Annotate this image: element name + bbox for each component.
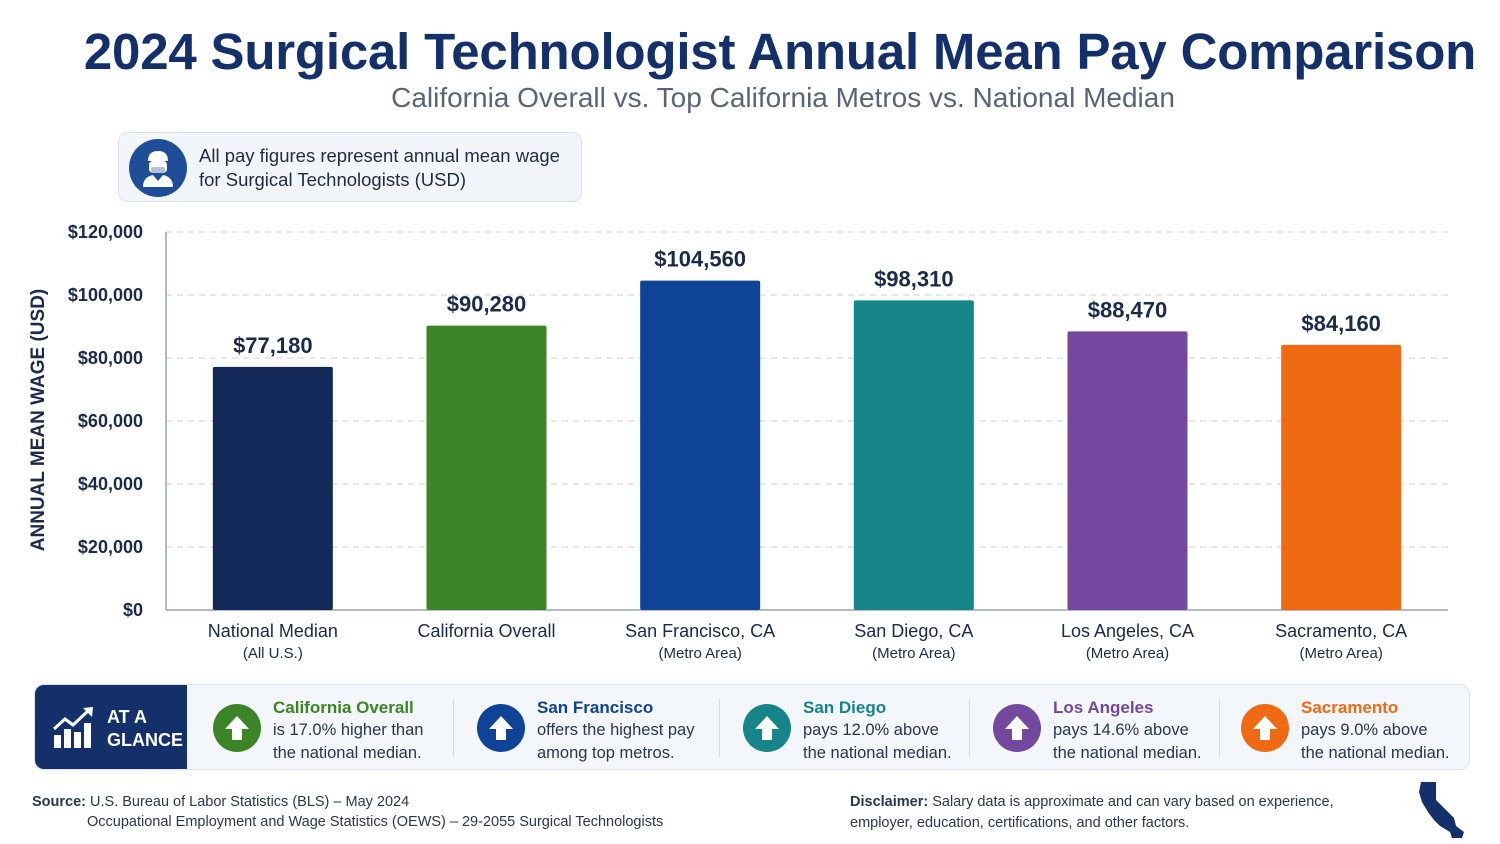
glance-item-line2: the national median.: [273, 744, 422, 762]
bar: [640, 280, 761, 610]
glance-item-line1: pays 9.0% above: [1301, 721, 1428, 739]
arrow-up-icon: [1241, 704, 1289, 752]
y-tick-label: $0: [123, 600, 143, 620]
glance-item-line2: the national median.: [803, 744, 952, 762]
glance-item-line1: pays 12.0% above: [803, 721, 939, 739]
y-axis-label: ANNUAL MEAN WAGE (USD): [28, 289, 49, 551]
arrow-up-icon: [477, 704, 525, 752]
x-tick-label: Los Angeles, CA: [1061, 621, 1194, 641]
glance-item-name: San Diego: [803, 698, 887, 717]
source-label: Source:: [32, 794, 86, 810]
glance-item-line2: the national median.: [1301, 744, 1450, 762]
y-tick-label: $100,000: [68, 285, 143, 305]
bar: [1067, 331, 1188, 610]
bar: [426, 325, 547, 610]
x-tick-label: California Overall: [417, 621, 555, 641]
y-tick-label: $40,000: [78, 474, 143, 494]
glance-item-name: California Overall: [273, 698, 414, 717]
source-note: Source: U.S. Bureau of Labor Statistics …: [32, 792, 663, 832]
note-text: All pay figures represent annual mean wa…: [199, 145, 560, 190]
surgeon-icon: [129, 139, 187, 197]
glance-item-line1: pays 14.6% above: [1053, 721, 1189, 739]
disclaimer-note: Disclaimer: Salary data is approximate a…: [850, 792, 1350, 834]
glance-divider: [719, 699, 720, 757]
disclaimer-text: Salary data is approximate and can vary …: [850, 794, 1334, 831]
glance-divider: [969, 699, 970, 757]
bar: [212, 366, 333, 610]
glance-divider: [1219, 699, 1220, 757]
chart-subtitle: California Overall vs. Top California Me…: [391, 82, 1175, 113]
value-label: $90,280: [447, 292, 527, 317]
x-tick-sublabel: (Metro Area): [872, 645, 955, 662]
bar: [853, 300, 974, 610]
value-label: $84,160: [1301, 311, 1381, 336]
glance-item-name: Los Angeles: [1053, 698, 1154, 717]
source-line-2: Occupational Employment and Wage Statist…: [87, 814, 664, 830]
glance-item-line1: offers the highest pay: [537, 721, 695, 739]
x-tick-label: Sacramento, CA: [1275, 621, 1407, 641]
glance-item-line2: the national median.: [1053, 744, 1202, 762]
value-label: $104,560: [654, 247, 746, 272]
bar: [1281, 344, 1402, 610]
glance-item-line2: among top metros.: [537, 744, 675, 762]
x-tick-sublabel: (Metro Area): [1086, 645, 1169, 662]
x-tick-sublabel: (Metro Area): [1299, 645, 1382, 662]
arrow-up-icon: [993, 704, 1041, 752]
arrow-up-icon: [743, 704, 791, 752]
source-line-1: U.S. Bureau of Labor Statistics (BLS) – …: [90, 794, 410, 810]
value-label: $98,310: [874, 266, 954, 291]
y-tick-label: $60,000: [78, 411, 143, 431]
glance-item-name: Sacramento: [1301, 698, 1399, 717]
note-box: All pay figures represent annual mean wa…: [118, 132, 582, 202]
glance-item-line1: is 17.0% higher than: [273, 721, 424, 739]
y-tick-label: $20,000: [78, 537, 143, 557]
x-tick-sublabel: (Metro Area): [658, 645, 741, 662]
growth-chart-icon: [52, 707, 93, 748]
x-tick-sublabel: (All U.S.): [243, 645, 303, 662]
disclaimer-label: Disclaimer:: [850, 794, 929, 810]
glance-divider: [453, 699, 454, 757]
y-tick-label: $120,000: [68, 222, 143, 242]
value-label: $88,470: [1088, 297, 1168, 322]
x-tick-label: San Diego, CA: [854, 621, 973, 641]
glance-item-name: San Francisco: [537, 698, 654, 717]
at-a-glance-header: AT A GLANCE: [35, 685, 187, 769]
x-tick-label: National Median: [208, 621, 338, 641]
value-label: $77,180: [233, 333, 313, 358]
chart-title: 2024 Surgical Technologist Annual Mean P…: [83, 23, 1477, 80]
y-tick-label: $80,000: [78, 348, 143, 368]
at-a-glance-panel: AT A GLANCE California Overall is 17.0% h…: [34, 684, 1470, 770]
at-a-glance-title: AT A GLANCE: [107, 707, 183, 750]
x-tick-label: San Francisco, CA: [625, 621, 775, 641]
california-map-icon: [1419, 782, 1464, 838]
bar-chart: $0 $20,000 $40,000 $60,000 $80,000 $100,000 $1…: [28, 222, 1448, 662]
arrow-up-icon: [213, 704, 261, 752]
